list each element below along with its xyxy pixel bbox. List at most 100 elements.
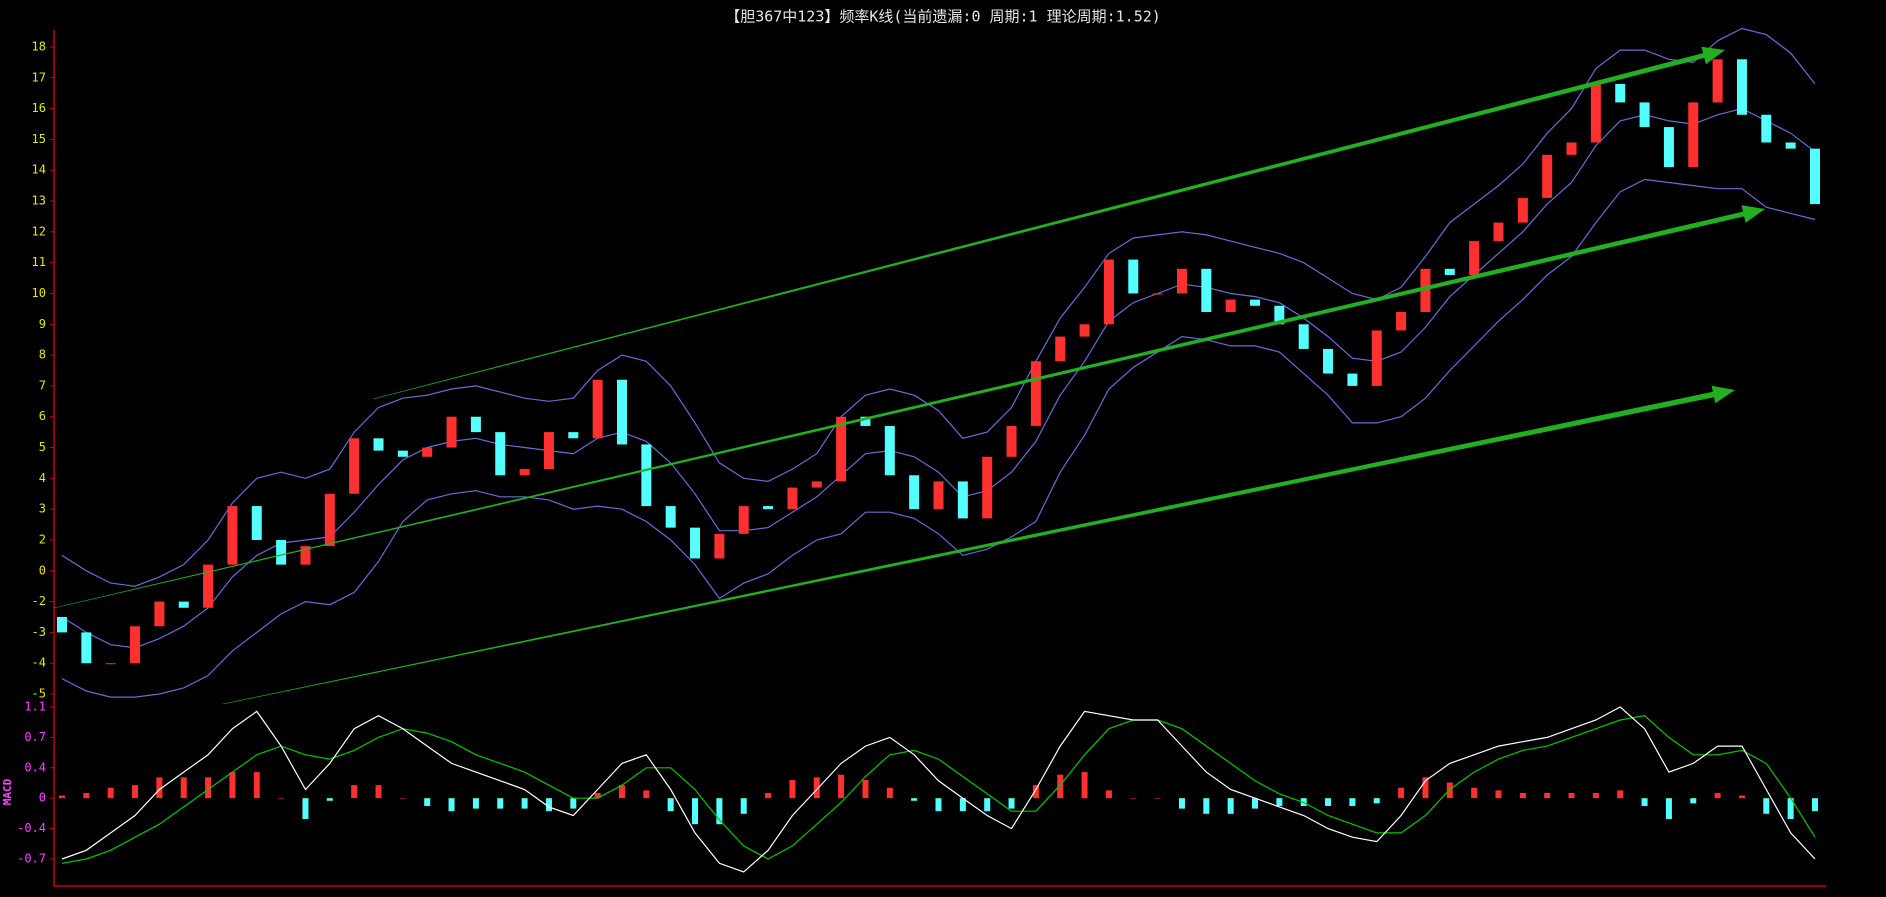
macd-bar xyxy=(132,785,139,799)
candle xyxy=(495,432,506,476)
macd-bar xyxy=(205,777,212,799)
macd-label: MACD xyxy=(1,778,14,805)
macd-bar xyxy=(107,787,114,799)
candle xyxy=(1639,102,1650,128)
candle xyxy=(470,416,481,433)
macd-bar xyxy=(692,798,699,825)
candle xyxy=(1298,324,1309,349)
candle xyxy=(373,438,384,451)
dea-line xyxy=(61,715,1816,864)
candle xyxy=(1493,222,1504,242)
candle xyxy=(105,663,116,665)
candle xyxy=(1201,268,1212,312)
macd-bar xyxy=(1812,798,1818,812)
y-tick-label: -0.7 xyxy=(17,851,46,865)
candle xyxy=(1688,102,1699,168)
y-tick-label: 14 xyxy=(32,163,46,177)
y-tick-label: -2 xyxy=(32,594,46,608)
candle xyxy=(1176,268,1187,294)
y-tick-label: 2 xyxy=(39,532,46,546)
macd-bar xyxy=(1471,787,1478,799)
candle xyxy=(1103,259,1114,325)
y-tick-label: 3 xyxy=(39,502,46,516)
candle xyxy=(690,527,701,559)
y-tick-label: 6 xyxy=(39,409,46,423)
macd-bar xyxy=(326,798,333,801)
y-tick-label: 0.7 xyxy=(24,730,46,744)
macd-bar xyxy=(375,785,382,799)
macd-bar xyxy=(1398,787,1405,799)
macd-bar xyxy=(1203,798,1210,814)
candle xyxy=(714,533,725,559)
candle xyxy=(324,493,335,547)
candle xyxy=(1225,299,1236,312)
candle xyxy=(1250,299,1261,306)
candle xyxy=(422,447,433,457)
candle xyxy=(349,438,360,494)
macd-bar xyxy=(959,798,966,812)
candle xyxy=(811,481,822,488)
candle xyxy=(787,487,798,510)
band-mid xyxy=(61,107,1816,649)
macd-bar xyxy=(643,790,650,799)
macd-bar xyxy=(886,787,893,799)
macd-bar xyxy=(740,798,747,814)
macd-bar xyxy=(1130,798,1137,799)
macd-bar xyxy=(667,798,674,812)
y-tick-label: 12 xyxy=(32,224,46,238)
candle xyxy=(860,416,871,426)
candle xyxy=(592,379,603,439)
macd-bar xyxy=(1422,777,1429,799)
candle xyxy=(1663,127,1674,168)
macd-bar xyxy=(156,777,163,799)
macd-bar xyxy=(765,792,772,799)
y-tick-label: 5 xyxy=(39,440,46,454)
macd-bar xyxy=(521,798,528,809)
y-tick-label: 4 xyxy=(39,471,46,485)
candle xyxy=(884,425,895,476)
macd-bar xyxy=(1763,798,1770,814)
trend-arrow xyxy=(222,385,1735,705)
y-tick-label: 17 xyxy=(32,70,46,84)
candle xyxy=(665,506,676,528)
macd-bar xyxy=(570,798,577,809)
macd-bar xyxy=(1714,792,1721,799)
y-tick-label: 9 xyxy=(39,317,46,331)
trend-arrow xyxy=(53,205,1765,609)
macd-bar xyxy=(1519,792,1526,799)
y-tick-label: -4 xyxy=(32,656,46,670)
macd-bar xyxy=(180,777,187,799)
macd-bar xyxy=(1349,798,1356,806)
candle xyxy=(1006,425,1017,457)
y-tick-label: -3 xyxy=(32,625,46,639)
macd-bar xyxy=(1154,798,1161,799)
macd-bar xyxy=(1373,798,1380,804)
candle xyxy=(616,379,627,445)
macd-bar xyxy=(351,785,358,799)
candle xyxy=(909,475,920,510)
macd-bar xyxy=(1252,798,1259,809)
macd-bar xyxy=(1544,792,1551,799)
y-tick-label: 10 xyxy=(32,286,46,300)
macd-bar xyxy=(229,772,236,799)
candle xyxy=(1785,142,1796,149)
macd-bar xyxy=(399,798,406,799)
candle xyxy=(227,506,238,565)
candle xyxy=(568,432,579,439)
y-tick-label: 7 xyxy=(39,378,46,392)
y-tick-label: 11 xyxy=(32,255,46,269)
candle xyxy=(1736,59,1747,115)
candle xyxy=(1542,154,1553,198)
macd-bar xyxy=(1276,798,1283,806)
macd-bar xyxy=(278,798,285,799)
candle xyxy=(836,416,847,482)
candle xyxy=(1323,348,1334,374)
candle xyxy=(178,601,189,608)
y-tick-label: 15 xyxy=(32,132,46,146)
candle xyxy=(251,506,262,540)
macd-bar xyxy=(862,779,869,799)
macd-bar xyxy=(1227,798,1234,814)
macd-bar xyxy=(1617,790,1624,799)
macd-bar xyxy=(935,798,942,812)
